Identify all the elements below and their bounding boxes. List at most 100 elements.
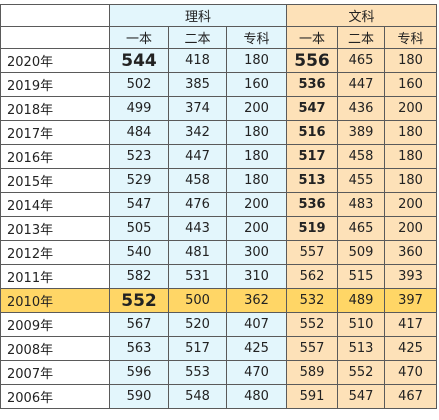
- sub-header-wen-3: 专科: [384, 26, 438, 49]
- li-1-cell: 547: [109, 192, 169, 217]
- li-3-cell: 310: [225, 264, 288, 289]
- wen-3-cell: 360: [384, 240, 438, 265]
- table-row-highlighted: 2010年 552 500 362 532 489 397: [0, 288, 438, 313]
- year-cell: 2015年: [0, 168, 110, 193]
- wen-1-cell: 532: [286, 288, 339, 313]
- wen-3-cell: 180: [384, 168, 438, 193]
- table-row: 2007年 596 553 470 589 552 470: [0, 360, 438, 385]
- wen-1-cell: 557: [286, 240, 339, 265]
- year-cell: 2011年: [0, 264, 110, 289]
- wen-1-cell: 589: [286, 360, 339, 385]
- sub-header-li-2: 二本: [168, 26, 227, 49]
- wen-2-cell: 509: [337, 240, 386, 265]
- table-row: 2018年 499 374 200 547 436 200: [0, 96, 438, 121]
- wen-3-cell: 200: [384, 216, 438, 241]
- wen-3-cell: 467: [384, 384, 438, 409]
- wen-3-cell: 180: [384, 144, 438, 169]
- corner-cell: [0, 4, 110, 27]
- year-cell: 2008年: [0, 336, 110, 361]
- corner-cell-2: [0, 26, 110, 49]
- li-3-cell: 300: [225, 240, 288, 265]
- wen-3-cell: 417: [384, 312, 438, 337]
- wen-2-cell: 513: [337, 336, 386, 361]
- wen-2-cell: 447: [337, 72, 386, 97]
- wen-1-cell: 556: [286, 48, 339, 73]
- wen-2-cell: 465: [337, 216, 386, 241]
- li-2-cell: 447: [168, 144, 227, 169]
- li-2-cell: 458: [168, 168, 227, 193]
- table-row: 2020年 544 418 180 556 465 180: [0, 48, 438, 73]
- wen-2-cell: 436: [337, 96, 386, 121]
- header-group-row: 理科 文科: [0, 4, 438, 27]
- wen-1-cell: 591: [286, 384, 339, 409]
- wen-2-cell: 483: [337, 192, 386, 217]
- wen-3-cell: 397: [384, 288, 438, 313]
- year-cell: 2014年: [0, 192, 110, 217]
- li-1-cell: 563: [109, 336, 169, 361]
- year-cell: 2017年: [0, 120, 110, 145]
- wen-3-cell: 200: [384, 96, 438, 121]
- wen-1-cell: 519: [286, 216, 339, 241]
- li-1-cell: 544: [109, 48, 169, 73]
- wen-2-cell: 389: [337, 120, 386, 145]
- li-3-cell: 362: [225, 288, 288, 313]
- li-1-cell: 567: [109, 312, 169, 337]
- li-1-cell: 502: [109, 72, 169, 97]
- sub-header-wen-2: 二本: [337, 26, 386, 49]
- li-3-cell: 180: [225, 120, 288, 145]
- table-row: 2009年 567 520 407 552 510 417: [0, 312, 438, 337]
- wen-3-cell: 425: [384, 336, 438, 361]
- li-3-cell: 180: [225, 144, 288, 169]
- li-2-cell: 517: [168, 336, 227, 361]
- sub-header-wen-1: 一本: [286, 26, 339, 49]
- wen-2-cell: 465: [337, 48, 386, 73]
- wen-1-cell: 562: [286, 264, 339, 289]
- li-2-cell: 374: [168, 96, 227, 121]
- year-cell: 2019年: [0, 72, 110, 97]
- table-row: 2012年 540 481 300 557 509 360: [0, 240, 438, 265]
- li-3-cell: 407: [225, 312, 288, 337]
- wen-2-cell: 455: [337, 168, 386, 193]
- table-row: 2011年 582 531 310 562 515 393: [0, 264, 438, 289]
- li-2-cell: 520: [168, 312, 227, 337]
- li-2-cell: 342: [168, 120, 227, 145]
- group-header-li: 理科: [108, 4, 288, 27]
- li-2-cell: 418: [168, 48, 227, 73]
- sub-header-li-1: 一本: [109, 26, 169, 49]
- li-1-cell: 484: [109, 120, 169, 145]
- li-2-cell: 443: [168, 216, 227, 241]
- wen-1-cell: 516: [286, 120, 339, 145]
- table-row: 2017年 484 342 180 516 389 180: [0, 120, 438, 145]
- li-3-cell: 480: [225, 384, 288, 409]
- wen-1-cell: 536: [286, 192, 339, 217]
- li-1-cell: 540: [109, 240, 169, 265]
- wen-2-cell: 489: [337, 288, 386, 313]
- li-2-cell: 548: [168, 384, 227, 409]
- sub-header-li-3: 专科: [225, 26, 288, 49]
- wen-3-cell: 470: [384, 360, 438, 385]
- wen-2-cell: 515: [337, 264, 386, 289]
- table-row: 2014年 547 476 200 536 483 200: [0, 192, 438, 217]
- wen-1-cell: 547: [286, 96, 339, 121]
- wen-1-cell: 513: [286, 168, 339, 193]
- wen-2-cell: 552: [337, 360, 386, 385]
- li-3-cell: 200: [225, 96, 288, 121]
- table-row: 2019年 502 385 160 536 447 160: [0, 72, 438, 97]
- wen-2-cell: 458: [337, 144, 386, 169]
- li-3-cell: 470: [225, 360, 288, 385]
- score-table: 理科 文科 一本 二本 专科 一本 二本 专科 2020年 544 418 18…: [0, 4, 438, 409]
- wen-1-cell: 552: [286, 312, 339, 337]
- li-3-cell: 180: [225, 48, 288, 73]
- header-sub-row: 一本 二本 专科 一本 二本 专科: [0, 26, 438, 49]
- li-2-cell: 385: [168, 72, 227, 97]
- li-1-cell: 499: [109, 96, 169, 121]
- table-row: 2015年 529 458 180 513 455 180: [0, 168, 438, 193]
- li-3-cell: 200: [225, 192, 288, 217]
- table-row: 2008年 563 517 425 557 513 425: [0, 336, 438, 361]
- li-2-cell: 481: [168, 240, 227, 265]
- li-1-cell: 552: [109, 288, 169, 313]
- year-cell: 2007年: [0, 360, 110, 385]
- table-row: 2006年 590 548 480 591 547 467: [0, 384, 438, 409]
- wen-3-cell: 180: [384, 48, 438, 73]
